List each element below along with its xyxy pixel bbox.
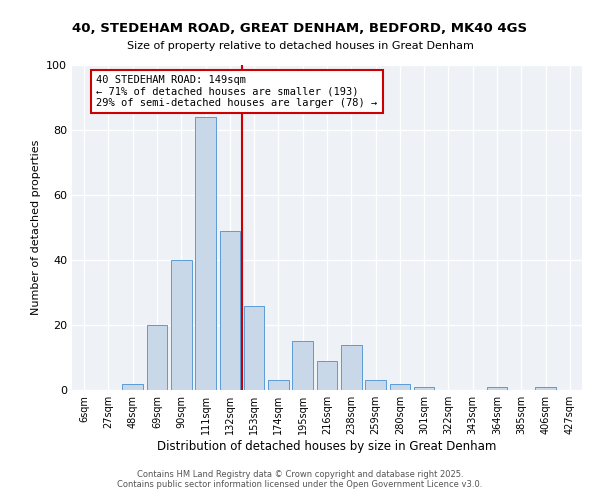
Bar bbox=[535, 387, 556, 390]
Text: 40 STEDEHAM ROAD: 149sqm
← 71% of detached houses are smaller (193)
29% of semi-: 40 STEDEHAM ROAD: 149sqm ← 71% of detach… bbox=[96, 74, 377, 108]
Text: Size of property relative to detached houses in Great Denham: Size of property relative to detached ho… bbox=[127, 41, 473, 51]
X-axis label: Distribution of detached houses by size in Great Denham: Distribution of detached houses by size … bbox=[157, 440, 497, 453]
Bar bbox=[220, 231, 240, 390]
Bar bbox=[389, 384, 410, 390]
Bar bbox=[341, 344, 362, 390]
Text: Contains public sector information licensed under the Open Government Licence v3: Contains public sector information licen… bbox=[118, 480, 482, 489]
Bar bbox=[244, 306, 265, 390]
Bar bbox=[414, 387, 434, 390]
Bar bbox=[195, 117, 216, 390]
Bar bbox=[268, 380, 289, 390]
Bar bbox=[171, 260, 191, 390]
Text: Contains HM Land Registry data © Crown copyright and database right 2025.: Contains HM Land Registry data © Crown c… bbox=[137, 470, 463, 479]
Bar bbox=[365, 380, 386, 390]
Text: 40, STEDEHAM ROAD, GREAT DENHAM, BEDFORD, MK40 4GS: 40, STEDEHAM ROAD, GREAT DENHAM, BEDFORD… bbox=[73, 22, 527, 36]
Bar bbox=[146, 325, 167, 390]
Bar bbox=[317, 361, 337, 390]
Bar bbox=[292, 341, 313, 390]
Y-axis label: Number of detached properties: Number of detached properties bbox=[31, 140, 41, 315]
Bar bbox=[122, 384, 143, 390]
Bar bbox=[487, 387, 508, 390]
